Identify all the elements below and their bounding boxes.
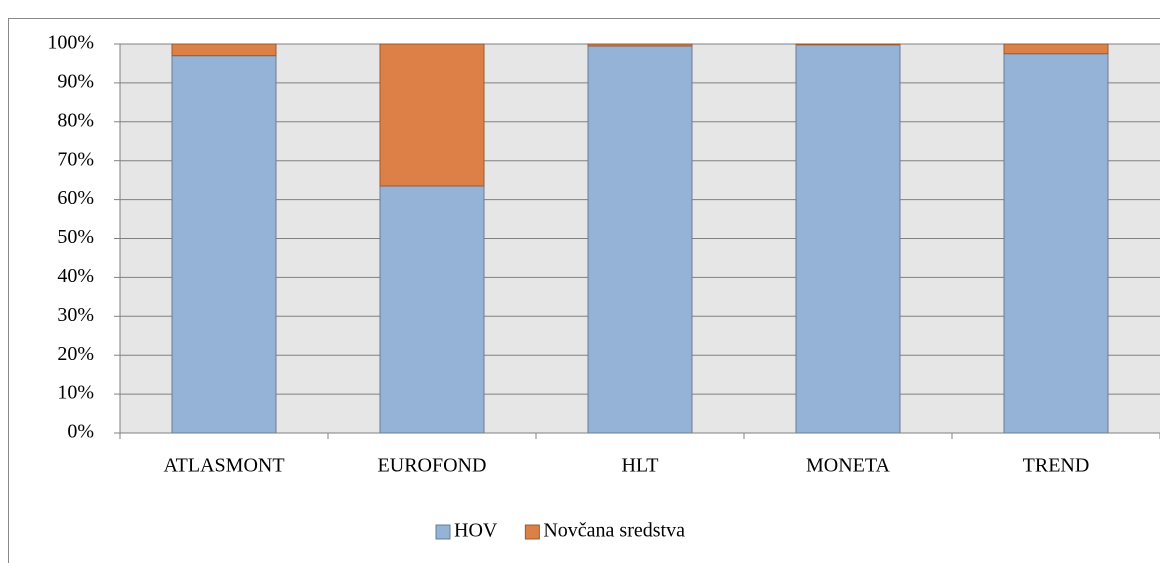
bar-segment: [587, 45, 693, 434]
bar-segment: [379, 43, 485, 187]
y-tick-label: 20%: [57, 343, 94, 365]
y-tick-label: 0%: [67, 421, 94, 443]
y-tick-label: 100%: [47, 32, 94, 54]
x-tick-label: HLT: [621, 455, 658, 477]
x-tick-label: TREND: [1023, 455, 1090, 477]
legend-label: HOV: [454, 520, 498, 542]
bar-segment: [795, 44, 901, 434]
y-tick-label: 90%: [57, 70, 94, 92]
y-tick-label: 10%: [57, 382, 94, 404]
x-tick-label: ATLASMONT: [163, 455, 284, 477]
bar-segment: [795, 43, 901, 46]
legend-swatch: [435, 524, 451, 540]
y-tick-label: 30%: [57, 304, 94, 326]
legend-label: Novčana sredstva: [543, 520, 685, 542]
bar-segment: [171, 55, 277, 434]
bar-segment: [1003, 43, 1109, 55]
x-tick-label: MONETA: [806, 455, 891, 477]
y-tick-label: 50%: [57, 226, 94, 248]
legend-swatch: [524, 524, 540, 540]
y-tick-label: 40%: [57, 265, 94, 287]
y-tick-label: 80%: [57, 109, 94, 131]
y-tick-label: 60%: [57, 187, 94, 209]
x-tick-label: EUROFOND: [378, 455, 487, 477]
bar-segment: [1003, 53, 1109, 434]
bar-segment: [171, 43, 277, 57]
bar-segment: [587, 43, 693, 47]
bar-segment: [379, 185, 485, 434]
y-tick-label: 70%: [57, 148, 94, 170]
